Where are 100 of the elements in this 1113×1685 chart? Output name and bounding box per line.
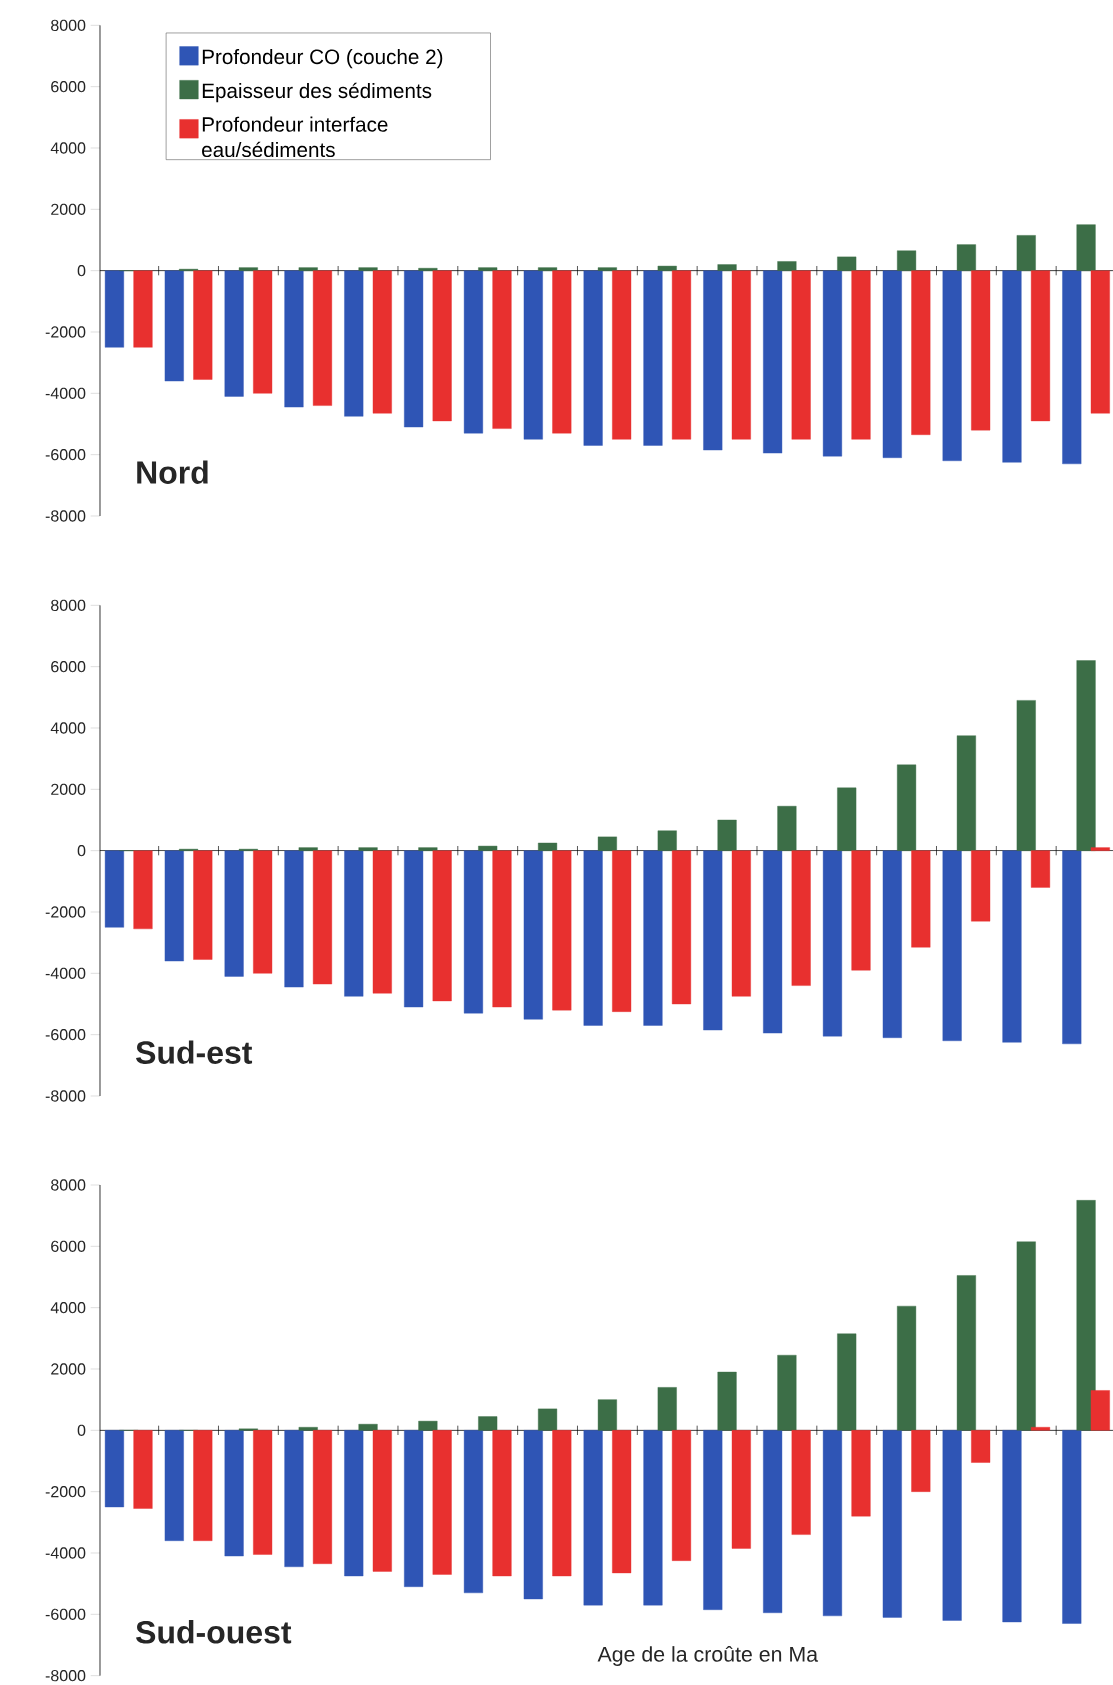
y-tick-label: 8000 (51, 599, 86, 611)
y-tick-label: 8000 (51, 19, 86, 31)
bar (478, 267, 498, 271)
bar (492, 850, 512, 1008)
bar (358, 847, 378, 851)
bar (104, 850, 124, 928)
bar (671, 1430, 692, 1561)
bar (284, 1430, 304, 1567)
bar (882, 850, 902, 1038)
bar (133, 850, 153, 930)
bar (104, 1430, 124, 1508)
bar (583, 1430, 603, 1606)
bar (418, 1420, 438, 1431)
x-axis-title: Age de la croûte en Ma (597, 1646, 819, 1667)
bar (298, 1427, 318, 1431)
bar (1002, 270, 1022, 463)
bar (344, 1430, 364, 1577)
bar (583, 270, 603, 446)
bar (404, 270, 424, 428)
bar (717, 264, 737, 271)
bar (164, 1430, 184, 1541)
y-tick-label: -8000 (45, 1670, 86, 1682)
bar (284, 270, 304, 408)
y-tick-label: -4000 (45, 387, 86, 399)
bar (643, 1430, 663, 1606)
bar (1076, 1200, 1096, 1431)
bar (193, 270, 213, 380)
y-tick-label: -6000 (45, 1608, 86, 1620)
bar (224, 1430, 244, 1557)
bar (763, 1430, 783, 1613)
bar (1090, 270, 1110, 414)
bar (777, 1355, 797, 1431)
bar (1076, 224, 1096, 271)
y-tick-label: 0 (77, 845, 86, 857)
bar (1076, 660, 1096, 851)
bar (837, 256, 857, 271)
legend-label: Epaisseur des sédiments (202, 82, 432, 103)
legend-label: Profondeur CO (couche 2) (202, 48, 443, 69)
bar (104, 270, 124, 348)
bar (851, 270, 871, 440)
bar (911, 1430, 931, 1492)
y-tick-label: 4000 (50, 1302, 86, 1314)
bar (612, 1430, 632, 1574)
bar (851, 850, 871, 971)
bar (971, 1430, 991, 1463)
bar (971, 270, 991, 431)
bar (1090, 1390, 1110, 1431)
bar (298, 847, 318, 851)
bar (552, 850, 572, 1011)
bar (1002, 850, 1022, 1043)
bar (193, 1430, 213, 1541)
bar (344, 850, 364, 997)
bar (657, 1387, 677, 1431)
bar (763, 850, 783, 1034)
bar (703, 850, 723, 1031)
bar (404, 1430, 424, 1587)
bar (822, 850, 842, 1037)
bar (911, 850, 931, 948)
bar (643, 270, 663, 446)
bar (777, 261, 797, 271)
bar (851, 1430, 871, 1517)
y-tick-label: -2000 (45, 1486, 86, 1498)
bar (1030, 1427, 1051, 1431)
bar (432, 270, 452, 422)
bar (463, 270, 483, 434)
bar (463, 1430, 483, 1594)
text: Sud-ouest (136, 1620, 292, 1644)
bar (432, 850, 452, 1002)
bar (942, 1430, 962, 1621)
bar (358, 267, 378, 271)
bar (492, 270, 512, 429)
y-tick-label: 4000 (50, 142, 86, 154)
bar (253, 270, 273, 394)
bar (312, 1430, 333, 1564)
bar (717, 1371, 737, 1431)
bar (372, 1430, 392, 1572)
y-tick-label: 8000 (51, 1179, 86, 1191)
bar (478, 845, 498, 851)
bar (224, 270, 244, 397)
bar (1062, 850, 1082, 1045)
bar (763, 270, 783, 454)
bar (1002, 1430, 1022, 1623)
bar (238, 267, 258, 271)
bar (432, 1430, 452, 1575)
text: Sud-est (136, 1040, 253, 1064)
bar (612, 270, 632, 440)
bar (418, 847, 438, 851)
bar (731, 850, 751, 997)
bar (344, 270, 364, 417)
text: Nord (137, 460, 208, 484)
y-tick-label: -8000 (45, 1090, 86, 1102)
bar (942, 850, 962, 1041)
bar (597, 267, 617, 271)
bar (822, 270, 842, 457)
bar (897, 250, 917, 271)
bar (523, 270, 543, 440)
y-tick-label: 6000 (51, 1240, 86, 1252)
bar (224, 850, 244, 977)
bar (404, 850, 424, 1008)
bar (791, 1430, 811, 1535)
